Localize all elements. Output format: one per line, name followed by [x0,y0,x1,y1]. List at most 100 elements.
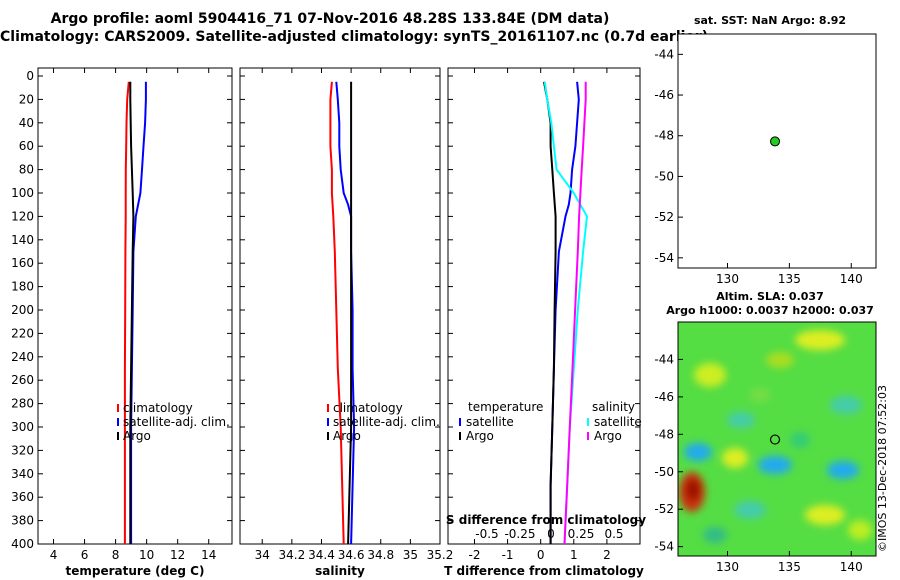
sst-xtick-label: 135 [778,272,801,286]
sla-anomaly-blob [694,363,726,387]
sla-xtick-label: 135 [778,560,801,574]
depth-tick-label: 240 [11,350,34,364]
diff-legend-label-t: satellite [466,415,514,429]
salinity-legend-label: satellite-adj. clim. [333,415,440,429]
sst-ytick-label: -54 [654,251,674,265]
diff-legend-title-temperature: temperature [468,400,543,414]
depth-tick-label: 360 [11,490,34,504]
sla-xtick-label: 140 [840,560,863,574]
diff-legend-title-salinity: salinity [592,400,635,414]
sst-ytick-label: -52 [654,210,674,224]
depth-tick-label: 40 [19,116,34,130]
difference-series-line [563,81,587,545]
sla-anomaly-blobs [679,330,872,543]
depth-tick-label: 200 [11,303,34,317]
sla-axes-frame [677,321,877,557]
depth-tick-label: 80 [19,163,34,177]
difference-xtick-label: -1 [502,548,514,562]
sst-ytick-label: -50 [654,169,674,183]
diff-s-axis-label: S difference from climatology [446,513,646,527]
sst-xtick-label: 130 [716,272,739,286]
sla-anomaly-blob [805,505,845,525]
diff-legend-label-s: Argo [594,429,622,443]
sla-ytick-label: -52 [654,502,674,516]
sla-ytick-label: -50 [654,465,674,479]
salinity-xtick-label: 34.4 [308,548,335,562]
sla-anomaly-blob [684,443,712,461]
depth-tick-label: 180 [11,280,34,294]
sla-anomaly-blob [827,461,859,479]
sla-argo-location-marker [769,434,781,445]
temperature-xtick-label: 14 [201,548,216,562]
sla-anomaly-blob [686,479,700,501]
temperature-series-line [129,81,135,544]
diff-legend-label-t: Argo [466,429,494,443]
sst-ytick-label: -44 [654,47,674,61]
sla-anomaly-blob [734,501,766,519]
diff-s-tick-label: 0.25 [568,527,595,541]
sla-anomaly-blob [830,396,862,414]
temperature-xtick-label: 4 [50,548,58,562]
salinity-legend-label: Argo [333,429,361,443]
sst-xtick-label: 140 [840,272,863,286]
sst-argo-location-marker [770,136,781,147]
depth-tick-label: 340 [11,467,34,481]
salinity-series-line [347,81,353,545]
temperature-xlabel: temperature (deg C) [66,564,205,578]
salinity-xtick-label: 35.2 [427,548,454,562]
difference-xtick-label: 1 [570,548,578,562]
salinity-xtick-label: 34 [255,548,270,562]
temperature-axes-frame [37,67,233,545]
sla-heatmap-field [678,322,876,556]
sla-anomaly-blob [703,527,727,543]
difference-xtick-label: 2 [603,548,611,562]
salinity-series-line [335,81,356,545]
salinity-xtick-label: 34.6 [338,548,365,562]
diff-s-tick-label: 0.5 [604,527,623,541]
temperature-legend-label: climatology [123,401,193,415]
difference-xtick-label: 0 [537,548,545,562]
difference-axes-frame [447,67,641,545]
sla-ytick-label: -48 [654,427,674,441]
sla-anomaly-blob [722,448,748,468]
depth-tick-label: 280 [11,397,34,411]
salinity-series-line [329,81,345,545]
salinity-xtick-label: 35 [403,548,418,562]
depth-tick-label: 60 [19,139,34,153]
sla-ytick-label: -54 [654,540,674,554]
depth-tick-label: 160 [11,256,34,270]
sla-anomaly-blob [750,388,770,402]
depth-tick-label: 300 [11,420,34,434]
depth-tick-label: 0 [26,69,34,83]
temperature-legend-label: satellite-adj. clim. [123,415,230,429]
temperature-legend-label: Argo [123,429,151,443]
sla-xtick-label: 130 [716,560,739,574]
salinity-legend-label: climatology [333,401,403,415]
depth-tick-label: 320 [11,443,34,457]
sla-ytick-label: -46 [654,390,674,404]
sla-anomaly-blob [766,352,794,368]
depth-tick-label: 380 [11,514,34,528]
difference-xlabel: T difference from climatology [444,564,644,578]
depth-tick-label: 20 [19,92,34,106]
diff-legend-label-s: satellite [594,415,642,429]
temperature-xtick-label: 12 [170,548,185,562]
sla-title-line-1: Altim. SLA: 0.037 [716,290,824,303]
temperature-xtick-label: 10 [139,548,154,562]
title-line-1: Argo profile: aoml 5904416_71 07-Nov-201… [50,11,610,27]
diff-s-tick-label: -0.25 [504,527,535,541]
sst-ytick-label: -48 [654,129,674,143]
sst-title: sat. SST: NaN Argo: 8.92 [693,14,847,27]
depth-tick-label: 100 [11,186,34,200]
salinity-xtick-label: 34.8 [367,548,394,562]
sst-ytick-label: -46 [654,88,674,102]
temperature-xtick-label: 8 [112,548,120,562]
sla-ytick-label: -44 [654,352,674,366]
sla-anomaly-blob [790,432,810,448]
salinity-xlabel: salinity [315,564,365,578]
sla-anomaly-blob [795,330,845,350]
depth-tick-label: 260 [11,373,34,387]
temperature-series-line [123,81,130,544]
salinity-xtick-label: 34.2 [278,548,305,562]
